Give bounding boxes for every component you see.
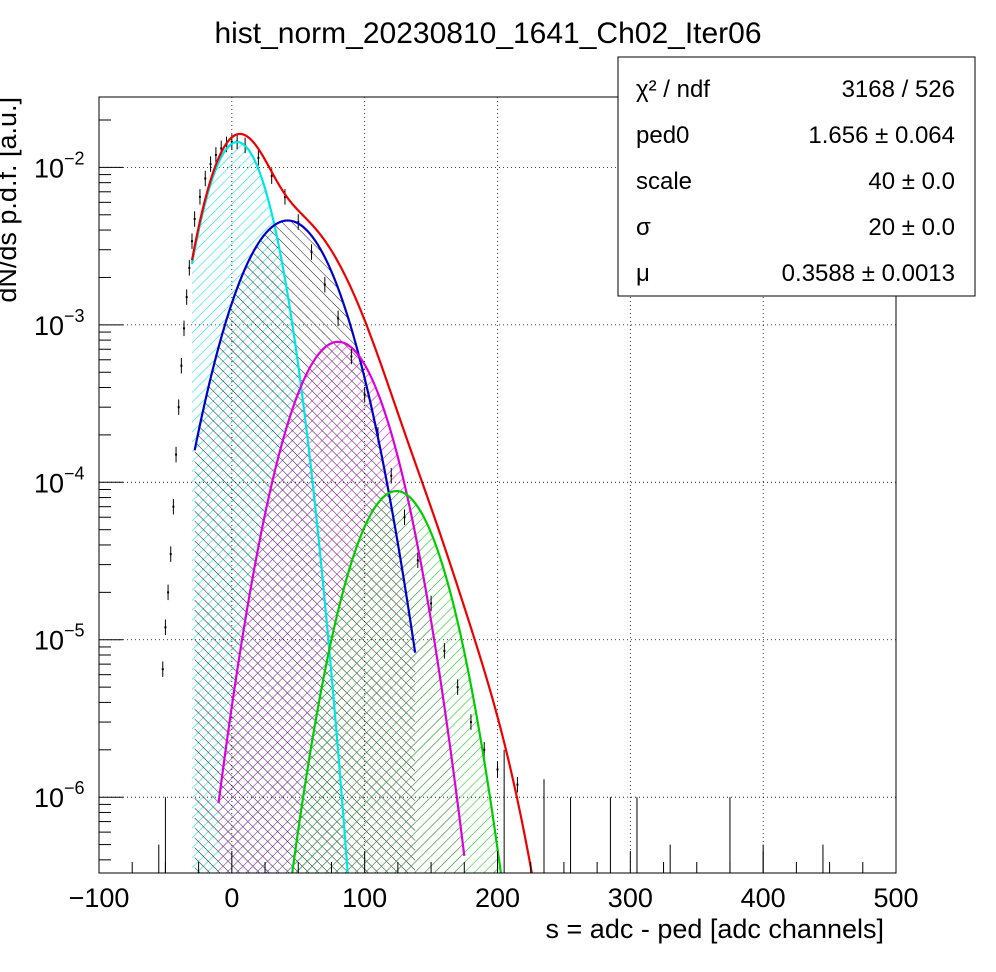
y-tick-label: 10−6 — [34, 778, 85, 813]
x-axis-label: s = adc - ped [adc channels] — [546, 914, 884, 944]
data-point — [257, 156, 260, 159]
data-point — [283, 195, 286, 198]
x-tick-label: 500 — [873, 883, 918, 913]
data-point — [350, 355, 353, 358]
data-point — [363, 393, 366, 396]
data-point — [209, 163, 212, 166]
y-tick-label: 10−5 — [34, 621, 85, 656]
data-point — [456, 686, 459, 689]
component-curve — [291, 489, 502, 873]
y-tick-label: 10−2 — [34, 148, 85, 183]
stats-label: scale — [636, 168, 692, 195]
x-tick-label: −100 — [69, 883, 130, 913]
data-point — [185, 296, 188, 299]
data-point — [214, 153, 217, 156]
x-tick-label: 200 — [475, 883, 520, 913]
component-fills — [191, 142, 501, 873]
data-point — [496, 768, 499, 771]
data-point — [169, 553, 172, 556]
data-point — [188, 266, 191, 269]
data-point — [430, 602, 433, 605]
data-point — [183, 327, 186, 330]
data-point — [416, 559, 419, 562]
component-curve — [217, 340, 466, 857]
stats-value: 40 ± 0.0 — [868, 168, 955, 195]
data-point — [230, 140, 233, 143]
stats-box: χ² / ndf 3168 / 526 ped0 1.656 ± 0.064 scale… — [617, 56, 976, 297]
stats-label: χ² / ndf — [636, 76, 710, 103]
data-point — [310, 251, 313, 254]
y-tick-label: 10−4 — [34, 463, 85, 498]
data-point — [270, 175, 273, 178]
x-axis-ticks: −100 0 100 200 300 400 500 — [69, 851, 919, 913]
y-axis-ticks: 10−2 10−3 10−4 10−5 10−6 — [34, 119, 123, 861]
data-point — [297, 221, 300, 224]
stats-value: 0.3588 ± 0.0013 — [782, 260, 955, 287]
data-point — [193, 218, 196, 221]
data-point — [204, 177, 207, 180]
x-tick-label: 400 — [741, 883, 786, 913]
component-curve — [193, 219, 417, 653]
data-point — [180, 364, 183, 367]
data-point — [220, 147, 223, 150]
stats-value: 20 ± 0.0 — [868, 214, 955, 241]
data-point — [483, 748, 486, 751]
stats-value: 3168 / 526 — [842, 76, 955, 103]
fit-curves — [190, 132, 533, 873]
chart-title: hist_norm_20230810_1641_Ch02_Iter06 — [214, 17, 761, 50]
stats-label: ped0 — [636, 122, 689, 149]
data-point — [177, 406, 180, 409]
data-points — [158, 133, 824, 873]
stats-value: 1.656 ± 0.064 — [808, 122, 955, 149]
x-tick-label: 300 — [608, 883, 653, 913]
data-point — [516, 783, 519, 786]
data-point — [175, 453, 178, 456]
data-point — [167, 591, 170, 594]
y-axis-label: dN/ds p.d.f. [a.u.] — [0, 97, 22, 303]
data-point — [469, 721, 472, 724]
data-point — [198, 195, 201, 198]
component-curve — [190, 140, 349, 873]
data-point — [337, 317, 340, 320]
data-point — [172, 505, 175, 508]
stats-label: μ — [636, 260, 650, 287]
data-point — [443, 649, 446, 652]
data-point — [161, 668, 164, 671]
stats-label: σ — [636, 214, 651, 241]
y-tick-label: 10−3 — [34, 306, 85, 341]
data-point — [164, 626, 167, 629]
data-point — [323, 283, 326, 286]
data-point — [190, 240, 193, 243]
total-fit-curve — [190, 132, 533, 873]
x-tick-label: 100 — [342, 883, 387, 913]
data-point — [403, 516, 406, 519]
x-tick-label: 0 — [224, 883, 239, 913]
data-point — [390, 474, 393, 477]
